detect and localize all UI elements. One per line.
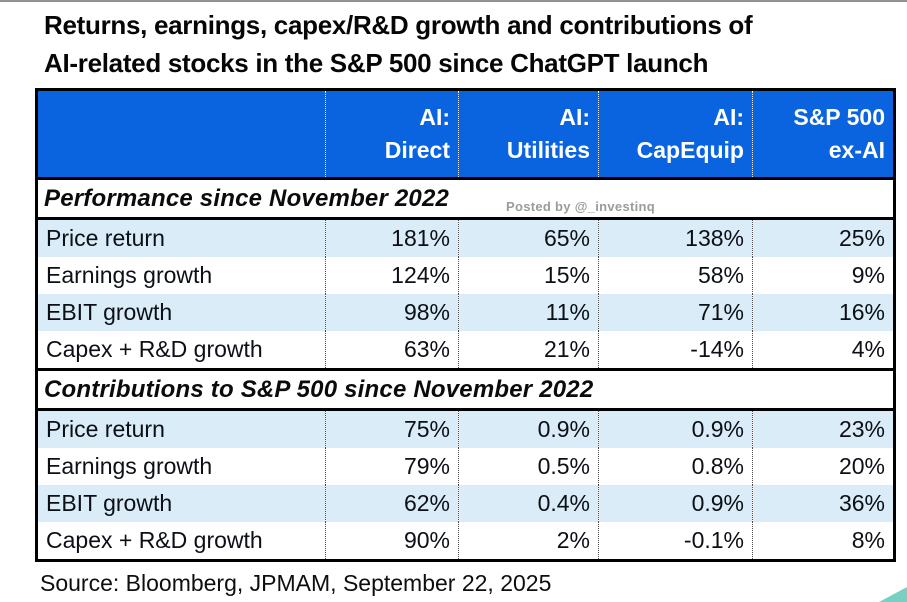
table-row: Earnings growth 124% 15% 58% 9% xyxy=(36,257,895,294)
section-header-label: Contributions to S&P 500 since November … xyxy=(36,368,895,411)
cell-value: 11% xyxy=(458,294,599,331)
row-label: Price return xyxy=(36,409,326,448)
cell-value: 0.9% xyxy=(458,409,599,448)
page-title-line2: AI-related stocks in the S&P 500 since C… xyxy=(44,48,709,78)
header-cell-ai-utilities: AI: Utilities xyxy=(458,89,599,180)
header-cell-empty xyxy=(36,89,326,180)
cell-value: 8% xyxy=(752,522,895,561)
cell-value: -0.1% xyxy=(598,522,753,561)
cell-value: 16% xyxy=(752,294,895,331)
cell-value: 58% xyxy=(598,257,753,294)
column-header-line: AI: xyxy=(713,104,744,130)
header-cell-sp500-exai: S&P 500 ex-AI xyxy=(752,89,895,180)
cell-value: 0.5% xyxy=(458,448,599,485)
cell-value: 65% xyxy=(458,218,599,257)
section-header-performance: Performance since November 2022 xyxy=(36,177,895,220)
column-header-line: AI: xyxy=(419,104,450,130)
cell-value: 36% xyxy=(752,485,895,522)
cell-value: 25% xyxy=(752,218,895,257)
cell-value: 21% xyxy=(458,331,599,370)
cell-value: 9% xyxy=(752,257,895,294)
header-cell-ai-direct: AI: Direct xyxy=(325,89,459,180)
ai-stocks-table: AI: Direct AI: Utilities AI: CapEquip S&… xyxy=(35,88,896,562)
corner-accent-triangle xyxy=(879,587,907,602)
cell-value: 75% xyxy=(325,409,459,448)
table-header-row: AI: Direct AI: Utilities AI: CapEquip S&… xyxy=(36,89,895,180)
page-title: Returns, earnings, capex/R&D growth and … xyxy=(44,6,904,82)
cell-value: 2% xyxy=(458,522,599,561)
cell-value: 15% xyxy=(458,257,599,294)
cell-value: 79% xyxy=(325,448,459,485)
row-label: Price return xyxy=(36,218,326,257)
section-header-contributions: Contributions to S&P 500 since November … xyxy=(36,368,895,411)
row-label: Earnings growth xyxy=(36,448,326,485)
column-header-line: CapEquip xyxy=(636,137,744,163)
row-label: EBIT growth xyxy=(36,294,326,331)
table-row: EBIT growth 62% 0.4% 0.9% 36% xyxy=(36,485,895,522)
cell-value: 62% xyxy=(325,485,459,522)
row-label: Earnings growth xyxy=(36,257,326,294)
cell-value: 181% xyxy=(325,218,459,257)
cell-value: 71% xyxy=(598,294,753,331)
header-cell-ai-capequip: AI: CapEquip xyxy=(598,89,753,180)
source-text: Source: Bloomberg, JPMAM, September 22, … xyxy=(40,570,552,596)
table-row: EBIT growth 98% 11% 71% 16% xyxy=(36,294,895,331)
cell-value: 0.9% xyxy=(598,485,753,522)
cell-value: 0.8% xyxy=(598,448,753,485)
cell-value: 0.4% xyxy=(458,485,599,522)
section-header-label: Performance since November 2022 xyxy=(36,177,895,220)
cell-value: 124% xyxy=(325,257,459,294)
row-label: EBIT growth xyxy=(36,485,326,522)
table-row: Capex + R&D growth 63% 21% -14% 4% xyxy=(36,331,895,370)
table-row: Capex + R&D growth 90% 2% -0.1% 8% xyxy=(36,522,895,561)
cell-value: 138% xyxy=(598,218,753,257)
row-label: Capex + R&D growth xyxy=(36,331,326,370)
cell-value: -14% xyxy=(598,331,753,370)
cell-value: 0.9% xyxy=(598,409,753,448)
table-row: Price return 75% 0.9% 0.9% 23% xyxy=(36,409,895,448)
row-label: Capex + R&D growth xyxy=(36,522,326,561)
column-header-line: Direct xyxy=(384,137,450,163)
column-header-line: ex-AI xyxy=(828,137,885,163)
cell-value: 4% xyxy=(752,331,895,370)
cell-value: 90% xyxy=(325,522,459,561)
table-row: Price return 181% 65% 138% 25% xyxy=(36,218,895,257)
table-row: Earnings growth 79% 0.5% 0.8% 20% xyxy=(36,448,895,485)
cell-value: 20% xyxy=(752,448,895,485)
top-edge-artifact xyxy=(0,0,907,2)
cell-value: 63% xyxy=(325,331,459,370)
column-header-line: AI: xyxy=(559,104,590,130)
cell-value: 98% xyxy=(325,294,459,331)
cell-value: 23% xyxy=(752,409,895,448)
page-title-line1: Returns, earnings, capex/R&D growth and … xyxy=(44,10,753,40)
watermark-text: Posted by @_investinq xyxy=(506,199,656,214)
column-header-line: S&P 500 xyxy=(793,104,885,130)
column-header-line: Utilities xyxy=(506,137,590,163)
